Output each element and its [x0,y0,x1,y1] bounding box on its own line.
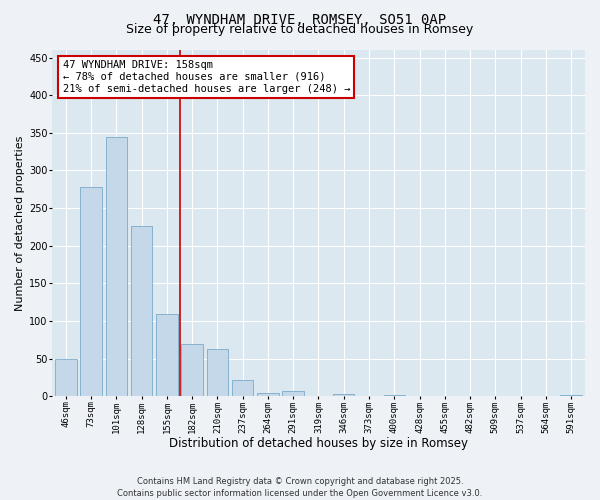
Text: Size of property relative to detached houses in Romsey: Size of property relative to detached ho… [127,22,473,36]
Bar [257,392,278,396]
Bar [206,349,228,397]
Bar [283,391,304,396]
Bar [560,395,582,396]
Bar [156,314,178,396]
Bar [55,359,77,397]
Text: 47 WYNDHAM DRIVE: 158sqm
← 78% of detached houses are smaller (916)
21% of semi-: 47 WYNDHAM DRIVE: 158sqm ← 78% of detach… [62,60,350,94]
Bar [80,187,102,396]
X-axis label: Distribution of detached houses by size in Romsey: Distribution of detached houses by size … [169,437,468,450]
Y-axis label: Number of detached properties: Number of detached properties [15,136,25,311]
Bar [383,395,405,396]
Bar [181,344,203,396]
Bar [333,394,355,396]
Bar [232,380,253,396]
Text: 47, WYNDHAM DRIVE, ROMSEY, SO51 0AP: 47, WYNDHAM DRIVE, ROMSEY, SO51 0AP [154,12,446,26]
Bar [106,136,127,396]
Bar [131,226,152,396]
Text: Contains HM Land Registry data © Crown copyright and database right 2025.
Contai: Contains HM Land Registry data © Crown c… [118,476,482,498]
